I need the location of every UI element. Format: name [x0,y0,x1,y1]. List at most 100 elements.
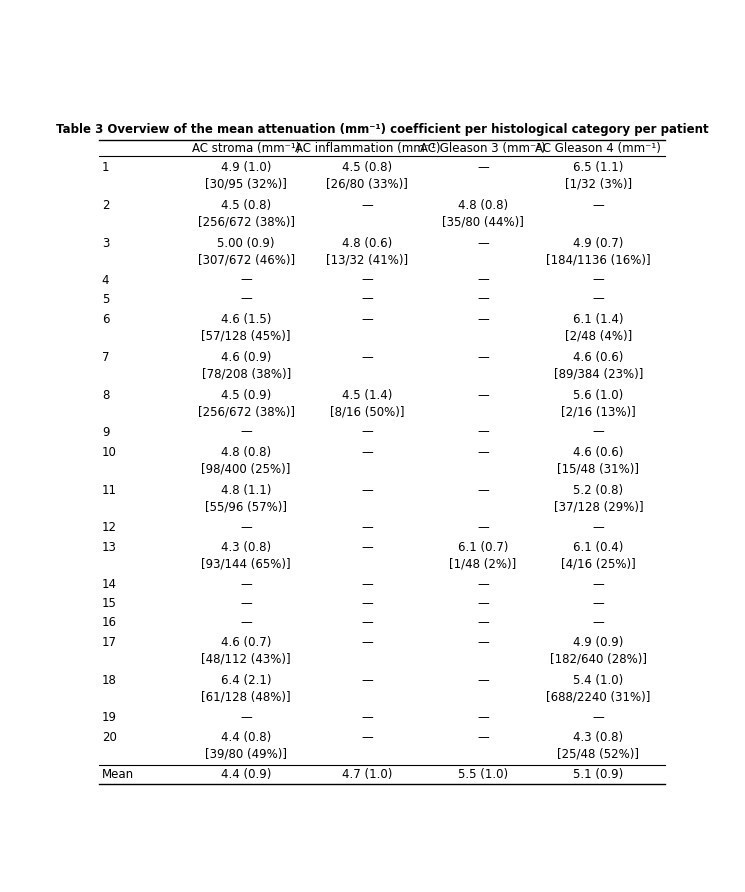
Text: [39/80 (49%)]: [39/80 (49%)] [205,747,287,761]
Text: 4: 4 [102,274,110,286]
Text: 8: 8 [102,390,110,402]
Text: 7: 7 [102,351,110,365]
Text: 4.6 (1.5): 4.6 (1.5) [221,313,271,326]
Text: —: — [240,274,252,286]
Text: —: — [361,293,373,306]
Text: —: — [361,731,373,745]
Text: —: — [361,597,373,609]
Text: 4.3 (0.8): 4.3 (0.8) [573,731,624,745]
Text: 15: 15 [102,597,117,609]
Text: —: — [592,711,604,723]
Text: 4.6 (0.7): 4.6 (0.7) [221,637,271,649]
Text: AC inflammation (mm⁻¹): AC inflammation (mm⁻¹) [294,142,440,154]
Text: [2/48 (4%)]: [2/48 (4%)] [565,329,632,343]
Text: [182/640 (28%)]: [182/640 (28%)] [550,652,647,665]
Text: —: — [477,425,489,439]
Text: [35/80 (44%)]: [35/80 (44%)] [442,215,524,228]
Text: [30/95 (32%)]: [30/95 (32%)] [205,178,287,190]
Text: —: — [477,237,489,251]
Text: —: — [361,541,373,555]
Text: —: — [361,274,373,286]
Text: —: — [477,637,489,649]
Text: 4.8 (1.1): 4.8 (1.1) [221,484,271,498]
Text: [37/128 (29%)]: [37/128 (29%)] [554,500,643,514]
Text: —: — [477,577,489,591]
Text: 6.1 (0.7): 6.1 (0.7) [457,541,508,555]
Text: 16: 16 [102,615,117,629]
Text: 6.4 (2.1): 6.4 (2.1) [221,674,271,688]
Text: 5.1 (0.9): 5.1 (0.9) [573,768,624,780]
Text: [13/32 (41%)]: [13/32 (41%)] [326,253,408,267]
Text: [78/208 (38%)]: [78/208 (38%)] [201,368,291,380]
Text: 6.5 (1.1): 6.5 (1.1) [573,161,624,175]
Text: —: — [361,711,373,723]
Text: —: — [477,293,489,306]
Text: 4.5 (0.8): 4.5 (0.8) [221,200,271,212]
Text: Mean: Mean [102,768,134,780]
Text: —: — [240,521,252,533]
Text: 4.4 (0.9): 4.4 (0.9) [221,768,271,780]
Text: —: — [477,351,489,365]
Text: 4.6 (0.9): 4.6 (0.9) [221,351,271,365]
Text: 14: 14 [102,577,117,591]
Text: [2/16 (13%)]: [2/16 (13%)] [561,405,635,418]
Text: [307/672 (46%)]: [307/672 (46%)] [197,253,295,267]
Text: [26/80 (33%)]: [26/80 (33%)] [326,178,408,190]
Text: 4.8 (0.6): 4.8 (0.6) [342,237,393,251]
Text: 20: 20 [102,731,117,745]
Text: 4.3 (0.8): 4.3 (0.8) [221,541,271,555]
Text: —: — [592,200,604,212]
Text: [184/1136 (16%)]: [184/1136 (16%)] [546,253,650,267]
Text: [256/672 (38%)]: [256/672 (38%)] [197,405,294,418]
Text: —: — [477,597,489,609]
Text: 4.8 (0.8): 4.8 (0.8) [221,446,271,459]
Text: 4.5 (0.8): 4.5 (0.8) [342,161,393,175]
Text: 4.9 (0.7): 4.9 (0.7) [573,237,624,251]
Text: —: — [240,425,252,439]
Text: —: — [477,711,489,723]
Text: 4.9 (1.0): 4.9 (1.0) [221,161,271,175]
Text: [98/400 (25%)]: [98/400 (25%)] [201,462,291,475]
Text: 4.6 (0.6): 4.6 (0.6) [573,446,624,459]
Text: 4.6 (0.6): 4.6 (0.6) [573,351,624,365]
Text: —: — [361,200,373,212]
Text: 9: 9 [102,425,110,439]
Text: 5.2 (0.8): 5.2 (0.8) [573,484,624,498]
Text: 4.5 (0.9): 4.5 (0.9) [221,390,271,402]
Text: [55/96 (57%)]: [55/96 (57%)] [205,500,287,514]
Text: —: — [592,293,604,306]
Text: —: — [477,390,489,402]
Text: —: — [477,484,489,498]
Text: 5.5 (1.0): 5.5 (1.0) [457,768,508,780]
Text: [1/48 (2%)]: [1/48 (2%)] [449,558,516,570]
Text: —: — [477,615,489,629]
Text: —: — [592,425,604,439]
Text: —: — [361,425,373,439]
Text: [1/32 (3%)]: [1/32 (3%)] [565,178,632,190]
Text: [48/112 (43%)]: [48/112 (43%)] [201,652,291,665]
Text: —: — [477,521,489,533]
Text: —: — [361,637,373,649]
Text: —: — [361,521,373,533]
Text: —: — [477,731,489,745]
Text: [4/16 (25%)]: [4/16 (25%)] [561,558,635,570]
Text: [61/128 (48%)]: [61/128 (48%)] [201,690,291,704]
Text: —: — [361,577,373,591]
Text: —: — [240,577,252,591]
Text: —: — [240,597,252,609]
Text: —: — [361,674,373,688]
Text: 3: 3 [102,237,110,251]
Text: 5.6 (1.0): 5.6 (1.0) [573,390,624,402]
Text: 12: 12 [102,521,117,533]
Text: —: — [361,313,373,326]
Text: 4.8 (0.8): 4.8 (0.8) [457,200,508,212]
Text: 19: 19 [102,711,117,723]
Text: —: — [477,446,489,459]
Text: —: — [477,674,489,688]
Text: [25/48 (52%)]: [25/48 (52%)] [557,747,639,761]
Text: 6.1 (0.4): 6.1 (0.4) [573,541,624,555]
Text: —: — [240,615,252,629]
Text: —: — [477,313,489,326]
Text: 2: 2 [102,200,110,212]
Text: AC Gleason 3 (mm⁻¹): AC Gleason 3 (mm⁻¹) [420,142,546,154]
